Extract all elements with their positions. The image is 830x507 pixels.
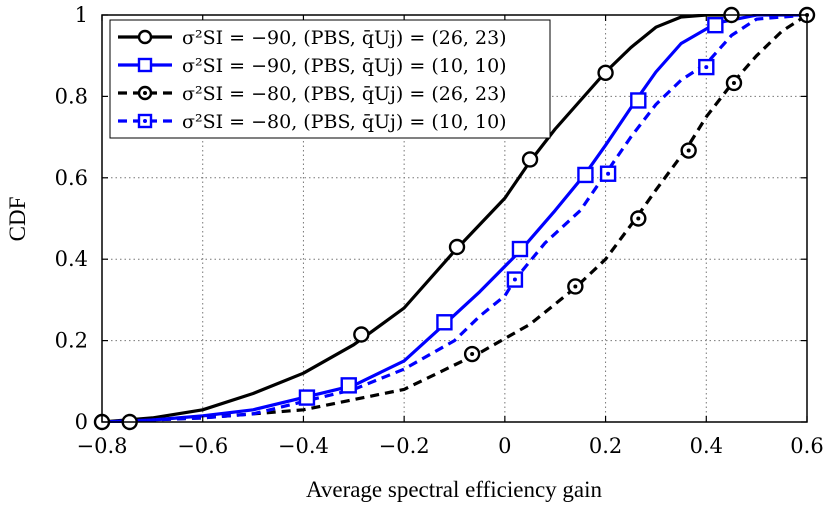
legend-marker-3-dot — [143, 91, 147, 95]
plot-frame — [101, 14, 808, 423]
x-tick-label: −0.2 — [379, 434, 430, 458]
series-1-marker — [521, 151, 539, 168]
x-tick-labels: −0.8 −0.6 −0.4 −0.2 0 0.2 0.4 0.6 — [77, 434, 824, 458]
y-tick-label: 0 — [75, 410, 88, 434]
legend-marker-2 — [137, 57, 153, 73]
series-3-marker-dot — [470, 352, 475, 357]
x-tick-label: 0 — [498, 434, 511, 458]
series-4-marker-dot — [704, 65, 709, 70]
series-2-marker — [511, 240, 529, 258]
x-tick-label: 0.4 — [690, 434, 723, 458]
legend-marker-4-dot — [143, 119, 147, 123]
series-4-marker-dot — [606, 171, 611, 176]
legend-label-4: σ²SI = −80, (PBS, q̄Uj) = (10, 10) — [182, 111, 507, 133]
series-line-3 — [101, 14, 808, 423]
y-axis-label: CDF — [5, 197, 30, 242]
y-tick-label: 0.2 — [55, 329, 88, 353]
series-2-marker — [630, 92, 647, 109]
legend: σ²SI = −90, (PBS, q̄Uj) = (26, 23) σ²SI =… — [109, 19, 551, 139]
x-tick-label: −0.6 — [177, 434, 228, 458]
series-3-marker-dot — [686, 148, 691, 153]
series-3-marker-dot — [636, 216, 641, 221]
series-4-marker-dot — [512, 277, 517, 282]
legend-label-3: σ²SI = −80, (PBS, q̄Uj) = (26, 23) — [182, 83, 507, 105]
y-tick-label: 0.4 — [55, 247, 88, 271]
series-2-marker — [577, 166, 594, 184]
y-tick-labels: 0 0.2 0.4 0.6 0.8 1 — [55, 3, 88, 434]
series-1-marker — [448, 238, 466, 256]
series-3-marker-dot — [731, 80, 736, 85]
legend-label-1: σ²SI = −90, (PBS, q̄Uj) = (26, 23) — [182, 27, 507, 49]
series-3-marker-dot — [573, 284, 578, 289]
x-tick-label: −0.8 — [77, 434, 128, 458]
series-1-marker — [597, 64, 614, 81]
legend-marker-1 — [137, 29, 153, 45]
series-2-marker — [340, 377, 357, 394]
legend-label-2: σ²SI = −90, (PBS, q̄Uj) = (10, 10) — [182, 55, 507, 77]
x-axis-label: Average spectral efficiency gain — [306, 477, 603, 502]
series-1-marker — [353, 326, 370, 343]
series-2-marker — [298, 389, 316, 406]
series-line-1 — [101, 14, 732, 423]
tick-marks — [101, 14, 808, 423]
series-2-marker — [436, 314, 453, 331]
legend-box — [109, 19, 551, 139]
series-2-marker — [707, 16, 724, 34]
y-tick-label: 0.6 — [55, 166, 88, 190]
x-tick-label: 0.2 — [589, 434, 622, 458]
y-tick-label: 0.8 — [55, 84, 88, 108]
x-tick-label: −0.4 — [278, 434, 329, 458]
y-tick-label: 1 — [75, 3, 88, 27]
x-tick-label: 0.6 — [790, 434, 823, 458]
